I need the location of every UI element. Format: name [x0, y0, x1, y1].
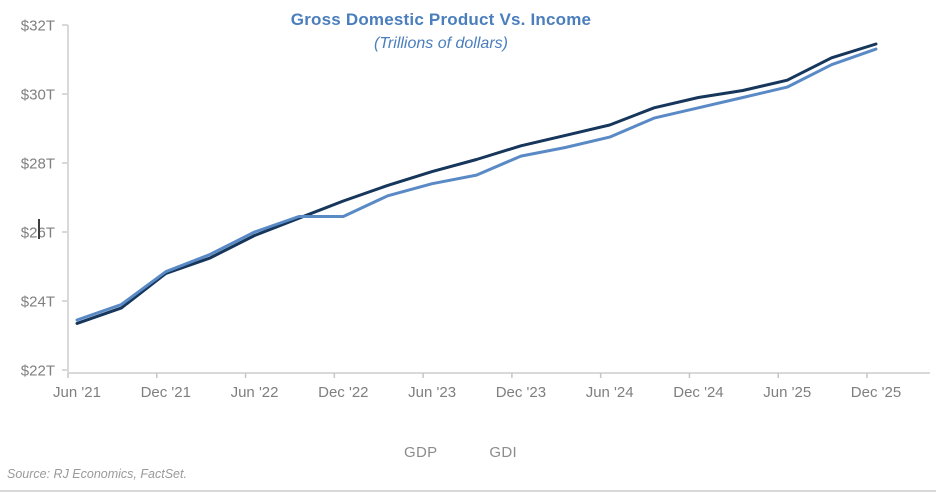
x-tick-label: Jun '22 [231, 384, 279, 401]
text-cursor-artifact [38, 219, 40, 239]
source-note: Source: RJ Economics, FactSet. [7, 467, 187, 481]
x-tick-label: Dec '24 [673, 384, 723, 401]
chart-canvas: $32T $30T $28T $26T $24T $22T Jun '21 Dec '21 Ju… [21, 17, 930, 401]
y-tick-label: $32T [21, 17, 55, 34]
y-tick-label: $30T [21, 86, 55, 103]
legend-item-gdp: GDP [404, 444, 437, 461]
x-tick-label: Dec '21 [141, 384, 191, 401]
x-tick-label: Dec '22 [318, 384, 368, 401]
y-tick-label: $28T [21, 155, 55, 172]
x-tick-label: Dec '25 [851, 384, 901, 401]
x-tick-label: Dec '23 [496, 384, 546, 401]
bottom-divider [0, 490, 936, 492]
series-line-gdp [75, 42, 878, 325]
series-line-gdi [75, 47, 878, 322]
legend-label-gdp: GDP [404, 444, 438, 461]
y-tick-label: $26T [21, 224, 55, 241]
x-tick-label: Jun '23 [408, 384, 456, 401]
chart-legend: GDP GDI [404, 444, 517, 461]
x-tick-label: Jun '21 [53, 384, 101, 401]
y-tick-label: $22T [21, 362, 55, 379]
x-tick-label: Jun '24 [586, 384, 634, 401]
legend-item-gdi: GDI [489, 444, 517, 461]
x-tick-label: Jun '25 [763, 384, 811, 401]
legend-label-gdi: GDI [489, 444, 517, 461]
y-tick-label: $24T [21, 293, 55, 310]
